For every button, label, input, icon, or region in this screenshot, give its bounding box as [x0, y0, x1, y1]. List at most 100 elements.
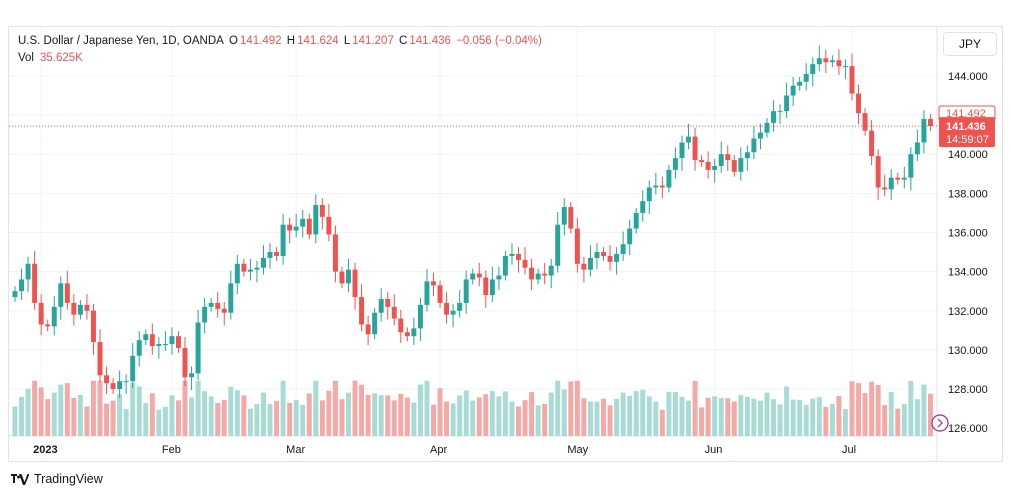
candle-body: [908, 154, 914, 178]
candle-body: [810, 64, 816, 74]
candle-body: [450, 310, 456, 315]
volume-bar: [254, 403, 260, 436]
y-tick-label: 144.000: [948, 71, 988, 83]
volume-bar: [202, 391, 208, 436]
volume-bar: [908, 380, 914, 436]
candle-body: [581, 263, 587, 270]
volume-bar: [672, 392, 678, 436]
volume-bar: [241, 395, 247, 436]
candle-body: [90, 310, 96, 343]
candle-body: [385, 299, 391, 307]
volume-bar: [529, 392, 535, 436]
volume-bar: [280, 380, 286, 436]
candle-body: [882, 187, 888, 190]
volume-bar: [496, 396, 502, 436]
volume-bar: [810, 398, 816, 436]
volume-bar: [58, 384, 64, 436]
volume-bar: [751, 398, 757, 436]
candle-body: [921, 118, 927, 143]
candle-body: [260, 257, 266, 268]
candle-body: [463, 279, 469, 303]
volume-bar: [771, 399, 777, 436]
currency-button[interactable]: JPY: [943, 32, 997, 56]
tradingview-logo-icon: [11, 473, 29, 485]
candle-body: [293, 226, 299, 231]
open-label: O: [229, 35, 238, 47]
x-tick-label: 2023: [33, 444, 57, 456]
volume-bar: [130, 382, 136, 436]
volume-bar: [228, 386, 234, 436]
candle-body: [725, 154, 731, 161]
x-tick-label: Apr: [430, 444, 447, 456]
candle-body: [542, 273, 548, 276]
tradingview-logo[interactable]: TradingView: [11, 472, 103, 486]
volume-bar: [38, 387, 44, 436]
volume-bar: [542, 403, 548, 436]
volume-bar: [378, 395, 384, 436]
chevron-right-icon: [937, 418, 943, 428]
volume-bar: [32, 380, 38, 436]
y-tick-label: 128.000: [948, 384, 988, 396]
candle-body: [58, 283, 64, 307]
close-label: C: [399, 35, 408, 47]
candle-body: [202, 306, 208, 323]
volume-bar: [646, 396, 652, 436]
volume-bar: [300, 404, 306, 436]
candle-body: [457, 302, 463, 311]
candle-body: [718, 154, 724, 166]
candle-body: [568, 207, 574, 229]
x-tick-label: Jun: [705, 444, 723, 456]
candle-body: [51, 306, 57, 327]
y-tick-label: 138.000: [948, 188, 988, 200]
volume-bar: [84, 406, 90, 436]
high-value: 141.624: [297, 35, 339, 47]
volume-bar: [627, 395, 633, 436]
volume-bar: [149, 393, 155, 436]
candle-body: [287, 224, 293, 231]
y-tick-label: 130.000: [948, 345, 988, 357]
volume-bar: [882, 405, 888, 436]
candle-body: [64, 283, 70, 303]
candle-body: [398, 318, 404, 333]
candle-body: [130, 355, 136, 382]
candle-body: [77, 304, 83, 315]
close-value: 141.436: [409, 35, 451, 47]
candle-body: [319, 205, 325, 217]
volume-bar: [849, 381, 855, 436]
volume-bar: [568, 381, 574, 436]
open-price-text: 141.492: [946, 108, 986, 120]
volume-bar: [136, 386, 142, 436]
volume-bar: [561, 389, 567, 436]
volume-bar: [215, 402, 221, 436]
volume-bar: [385, 395, 391, 436]
volume-bar: [313, 380, 319, 436]
candle-body: [816, 58, 822, 65]
volume-bar: [686, 400, 692, 436]
candle-body: [84, 304, 90, 311]
candle-body: [679, 142, 685, 159]
y-tick-label: 136.000: [948, 227, 988, 239]
volume-bar: [856, 383, 862, 436]
volume-bar: [450, 403, 456, 436]
volume-bar: [267, 404, 273, 436]
candle-body: [509, 254, 515, 256]
volume-bar: [594, 401, 600, 436]
open-value: 141.492: [239, 35, 282, 47]
candle-body: [875, 156, 881, 188]
volume-bar: [862, 393, 868, 436]
volume-bar: [653, 401, 659, 436]
volume-bar: [633, 391, 639, 436]
chart-frame[interactable]: [8, 26, 1003, 462]
candle-body: [829, 60, 835, 63]
volume-bar: [699, 407, 705, 436]
volume-bar: [587, 401, 593, 436]
candle-body: [895, 177, 901, 180]
volume-bar: [470, 400, 476, 436]
volume-bar: [790, 399, 796, 436]
candle-body: [712, 165, 718, 170]
candle-body: [856, 93, 862, 114]
candle-body: [123, 381, 129, 383]
candle-body: [705, 162, 711, 170]
volume-bar: [476, 397, 482, 436]
